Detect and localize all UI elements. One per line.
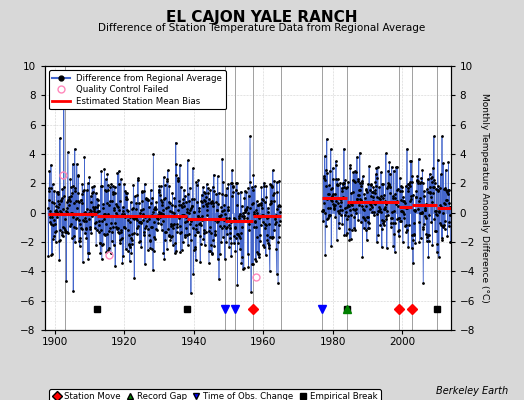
Text: Berkeley Earth: Berkeley Earth: [436, 386, 508, 396]
Legend: Station Move, Record Gap, Time of Obs. Change, Empirical Break: Station Move, Record Gap, Time of Obs. C…: [49, 389, 381, 400]
Text: Difference of Station Temperature Data from Regional Average: Difference of Station Temperature Data f…: [99, 23, 425, 33]
Text: EL CAJON YALE RANCH: EL CAJON YALE RANCH: [166, 10, 358, 25]
Y-axis label: Monthly Temperature Anomaly Difference (°C): Monthly Temperature Anomaly Difference (…: [480, 93, 489, 303]
